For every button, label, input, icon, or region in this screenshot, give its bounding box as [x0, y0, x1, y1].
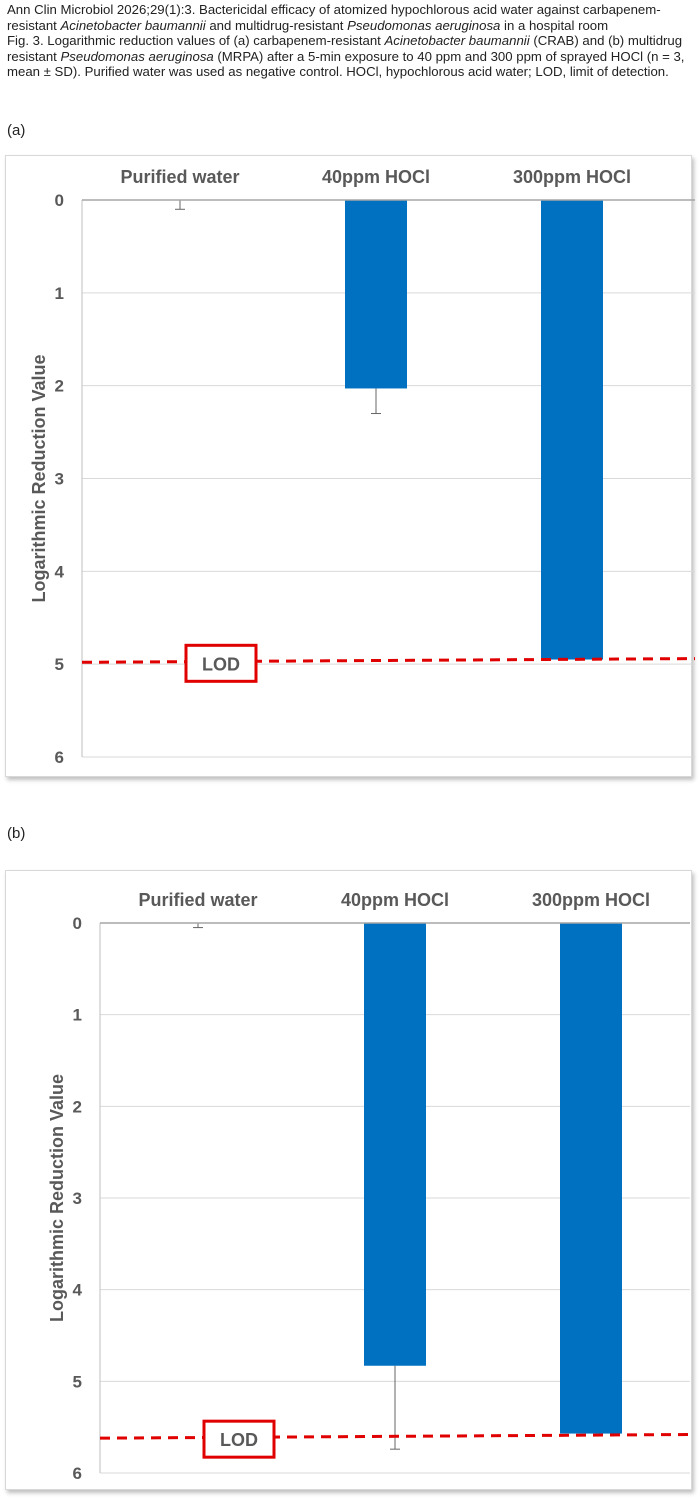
- y-tick-label: 6: [73, 1464, 82, 1483]
- bar: [345, 200, 407, 389]
- caption-italic: Acinetobacter baumannii: [60, 17, 206, 33]
- bar: [541, 200, 603, 660]
- figure-caption: Ann Clin Microbiol 2026;29(1):3. Bacteri…: [7, 2, 697, 80]
- category-label: Purified water: [120, 167, 239, 187]
- lod-label: LOD: [220, 1430, 258, 1450]
- caption-text: in a hospital room: [500, 17, 609, 33]
- y-axis-title: Logarithmic Reduction Value: [47, 1074, 67, 1322]
- y-tick-label: 0: [55, 191, 64, 210]
- caption-italic: Acinetobacter baumannii: [384, 33, 530, 49]
- category-label: Purified water: [138, 890, 257, 910]
- panel-label-a: (a): [7, 122, 26, 139]
- bar: [560, 923, 622, 1434]
- y-tick-label: 5: [55, 655, 64, 674]
- category-label: 300ppm HOCl: [513, 167, 631, 187]
- lod-line: [81, 657, 696, 664]
- caption-italic: Pseudomonas aeruginosa: [347, 17, 501, 33]
- y-tick-label: 4: [55, 562, 65, 581]
- caption-text: (MRPA) after a 5-min exposure to 40 ppm …: [7, 48, 685, 80]
- bar: [364, 923, 426, 1366]
- caption-italic: Pseudomonas aeruginosa: [60, 48, 214, 64]
- lod-box: [184, 643, 258, 683]
- category-label: 40ppm HOCl: [341, 890, 449, 910]
- category-label: 40ppm HOCl: [322, 167, 430, 187]
- y-tick-label: 1: [73, 1006, 82, 1025]
- y-tick-label: 0: [73, 914, 82, 933]
- caption-text: Ann Clin Microbiol 2026;29(1):3. Bacteri…: [7, 2, 661, 33]
- y-tick-label: 6: [55, 748, 64, 767]
- y-tick-label: 4: [73, 1281, 83, 1300]
- y-axis-title: Logarithmic Reduction Value: [29, 354, 49, 602]
- y-tick-label: 1: [55, 284, 64, 303]
- y-tick-label: 3: [55, 470, 64, 489]
- y-tick-label: 2: [73, 1097, 82, 1116]
- category-label: 300ppm HOCl: [532, 890, 650, 910]
- lod-label: LOD: [202, 654, 240, 674]
- y-tick-label: 3: [73, 1189, 82, 1208]
- y-tick-label: 2: [55, 377, 64, 396]
- y-tick-label: 5: [73, 1372, 82, 1391]
- caption-text: and multidrug-resistant: [205, 17, 348, 33]
- lod-box: [202, 1419, 276, 1459]
- caption-text: (CRAB) and (b) multidrug resistant: [7, 33, 683, 64]
- lod-line: [99, 1433, 691, 1440]
- caption-text: Fig. 3. Logarithmic reduction values of …: [7, 33, 385, 49]
- panel-label-b: (b): [7, 825, 26, 842]
